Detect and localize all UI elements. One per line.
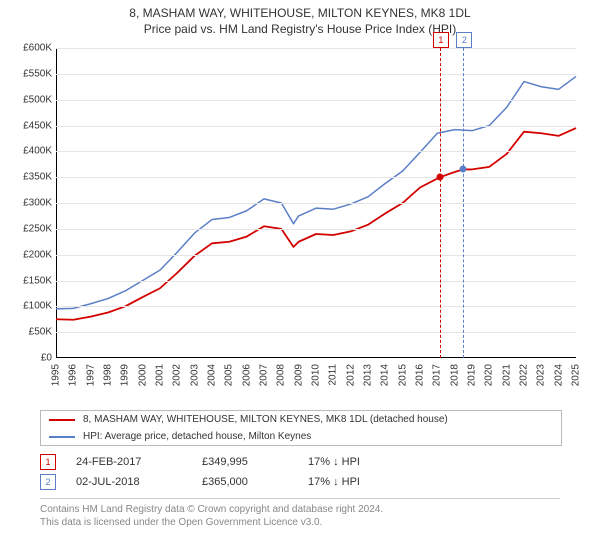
y-tick-label: £450K xyxy=(16,120,52,131)
legend-row: 8, MASHAM WAY, WHITEHOUSE, MILTON KEYNES… xyxy=(41,411,561,428)
transaction-delta: 17% ↓ HPI xyxy=(308,456,398,468)
legend: 8, MASHAM WAY, WHITEHOUSE, MILTON KEYNES… xyxy=(40,410,562,446)
x-tick-label: 2008 xyxy=(276,364,287,386)
y-tick-label: £350K xyxy=(16,172,52,183)
transaction-row: 2 02-JUL-2018 £365,000 17% ↓ HPI xyxy=(40,472,560,492)
marker-label: 1 xyxy=(433,32,449,48)
x-tick-label: 2020 xyxy=(484,364,495,386)
grid-line xyxy=(56,255,576,256)
y-tick-label: £0 xyxy=(16,353,52,364)
y-tick-label: £150K xyxy=(16,275,52,286)
y-tick-label: £250K xyxy=(16,223,52,234)
transaction-delta: 17% ↓ HPI xyxy=(308,476,398,488)
grid-line xyxy=(56,126,576,127)
transaction-date: 02-JUL-2018 xyxy=(76,476,186,488)
grid-line xyxy=(56,332,576,333)
y-tick-label: £200K xyxy=(16,249,52,260)
transaction-price: £365,000 xyxy=(202,476,292,488)
x-tick-label: 2005 xyxy=(224,364,235,386)
y-tick-label: £550K xyxy=(16,68,52,79)
y-tick-label: £600K xyxy=(16,43,52,54)
x-tick-label: 2023 xyxy=(536,364,547,386)
y-tick-label: £50K xyxy=(16,327,52,338)
transaction-row: 1 24-FEB-2017 £349,995 17% ↓ HPI xyxy=(40,452,560,472)
x-tick-label: 2025 xyxy=(571,364,582,386)
x-tick-label: 2009 xyxy=(293,364,304,386)
chart-area: £0 £50K £100K £150K £200K £250K £300K £350K £400… xyxy=(16,44,584,400)
transaction-number: 1 xyxy=(40,454,56,470)
x-tick-label: 1999 xyxy=(120,364,131,386)
marker-vline xyxy=(463,48,464,358)
x-tick-label: 1996 xyxy=(68,364,79,386)
x-tick-label: 2018 xyxy=(449,364,460,386)
grid-line xyxy=(56,100,576,101)
y-tick-label: £300K xyxy=(16,198,52,209)
y-tick-label: £500K xyxy=(16,94,52,105)
x-tick-label: 1995 xyxy=(51,364,62,386)
attribution-line2: This data is licensed under the Open Gov… xyxy=(40,516,560,529)
legend-text: 8, MASHAM WAY, WHITEHOUSE, MILTON KEYNES… xyxy=(83,414,448,425)
chart-subtitle: Price paid vs. HM Land Registry's House … xyxy=(0,22,600,36)
marker-dot xyxy=(436,174,443,181)
chart-titles: 8, MASHAM WAY, WHITEHOUSE, MILTON KEYNES… xyxy=(0,0,600,36)
x-tick-label: 2015 xyxy=(397,364,408,386)
marker-vline xyxy=(440,48,441,358)
marker-dot xyxy=(460,166,467,173)
x-tick-label: 2010 xyxy=(311,364,322,386)
grid-line xyxy=(56,203,576,204)
x-tick-label: 1997 xyxy=(85,364,96,386)
x-tick-label: 2003 xyxy=(189,364,200,386)
x-tick-label: 2011 xyxy=(328,364,339,386)
x-tick-label: 2014 xyxy=(380,364,391,386)
legend-swatch xyxy=(49,419,75,421)
x-tick-label: 2012 xyxy=(345,364,356,386)
transaction-number: 2 xyxy=(40,474,56,490)
series-line xyxy=(56,76,576,309)
x-tick-label: 2017 xyxy=(432,364,443,386)
chart-container: 8, MASHAM WAY, WHITEHOUSE, MILTON KEYNES… xyxy=(0,0,600,560)
x-tick-label: 2021 xyxy=(501,364,512,386)
x-tick-label: 2013 xyxy=(363,364,374,386)
grid-line xyxy=(56,306,576,307)
legend-swatch xyxy=(49,436,75,438)
y-tick-label: £400K xyxy=(16,146,52,157)
x-tick-label: 2016 xyxy=(415,364,426,386)
grid-line xyxy=(56,281,576,282)
x-tick-label: 2007 xyxy=(259,364,270,386)
x-tick-label: 2006 xyxy=(241,364,252,386)
grid-line xyxy=(56,74,576,75)
attribution-line1: Contains HM Land Registry data © Crown c… xyxy=(40,503,560,516)
legend-text: HPI: Average price, detached house, Milt… xyxy=(83,431,311,442)
transactions-table: 1 24-FEB-2017 £349,995 17% ↓ HPI 2 02-JUL-201… xyxy=(40,452,560,492)
grid-line xyxy=(56,177,576,178)
legend-row: HPI: Average price, detached house, Milt… xyxy=(41,428,561,445)
x-tick-label: 2024 xyxy=(553,364,564,386)
marker-label: 2 xyxy=(456,32,472,48)
x-tick-label: 2000 xyxy=(137,364,148,386)
transaction-price: £349,995 xyxy=(202,456,292,468)
series-line xyxy=(56,128,576,320)
chart-title: 8, MASHAM WAY, WHITEHOUSE, MILTON KEYNES… xyxy=(0,6,600,20)
x-tick-label: 2019 xyxy=(467,364,478,386)
grid-line xyxy=(56,229,576,230)
x-tick-label: 1998 xyxy=(103,364,114,386)
x-tick-label: 2004 xyxy=(207,364,218,386)
x-tick-label: 2022 xyxy=(519,364,530,386)
transaction-date: 24-FEB-2017 xyxy=(76,456,186,468)
x-tick-label: 2002 xyxy=(172,364,183,386)
x-tick-label: 2001 xyxy=(155,364,166,386)
grid-line xyxy=(56,151,576,152)
grid-line xyxy=(56,48,576,49)
attribution: Contains HM Land Registry data © Crown c… xyxy=(40,498,560,529)
y-tick-label: £100K xyxy=(16,301,52,312)
